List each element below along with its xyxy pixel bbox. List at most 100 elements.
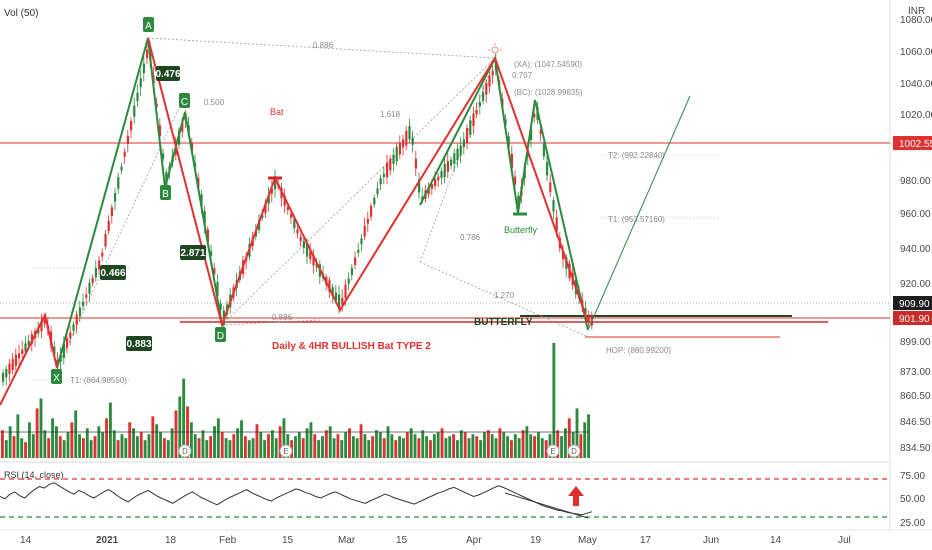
candle-body — [59, 355, 62, 362]
svg-text:T1: (953.57160): T1: (953.57160) — [608, 215, 665, 224]
svg-text:860.50: 860.50 — [900, 391, 931, 402]
candle-body — [306, 242, 309, 257]
volume-bar — [498, 428, 502, 458]
volume-bar — [452, 434, 456, 458]
volume-bar — [120, 434, 124, 458]
butterfly-big-label: BUTTERFLY — [474, 317, 533, 328]
candle-body — [405, 130, 408, 146]
volume-bar — [201, 430, 205, 458]
svg-text:15: 15 — [396, 535, 408, 546]
candle-body — [379, 178, 382, 185]
candle-body — [539, 129, 542, 135]
candle-body — [110, 207, 113, 216]
candle-body — [315, 263, 318, 268]
candle-body — [309, 250, 312, 260]
svg-text:1060.00: 1060.00 — [900, 47, 932, 58]
candle-body — [146, 49, 149, 59]
candle-body — [18, 353, 21, 359]
event-marker-4: D — [571, 447, 577, 456]
volume-bar — [66, 432, 70, 458]
candle-body — [408, 126, 411, 140]
candle-body — [117, 177, 120, 189]
volume-bar — [4, 440, 8, 458]
volume-bar — [402, 438, 405, 458]
volume-bar — [540, 438, 544, 458]
svg-text:Jun: Jun — [703, 535, 719, 546]
volume-bar — [213, 426, 216, 458]
candle-body — [360, 238, 363, 245]
candle-body — [283, 195, 286, 206]
svg-text:940.00: 940.00 — [900, 244, 931, 255]
candle-body — [296, 229, 299, 234]
candle-body — [440, 171, 443, 178]
volume-bar — [432, 434, 436, 458]
candle-body — [302, 241, 305, 248]
candle-body — [459, 145, 462, 156]
volume-bar — [413, 434, 417, 458]
volume-bar — [209, 436, 213, 458]
candle-body — [414, 158, 417, 169]
volume-bar — [54, 426, 58, 458]
volume-bar — [378, 432, 382, 458]
volume-bar — [486, 430, 490, 458]
volume-bar — [587, 414, 590, 458]
volume-bar — [112, 430, 116, 458]
volume-bar — [506, 436, 510, 458]
price-badge-909: 909.90 — [899, 299, 930, 310]
volume-bar — [166, 440, 170, 458]
svg-text:Jul: Jul — [838, 535, 851, 546]
candle-body — [446, 161, 449, 172]
volume-bar — [321, 436, 324, 458]
candle-body — [488, 75, 491, 87]
ratio-label-2871: 2.871 — [180, 248, 205, 259]
time-axis: 14 2021 18 Feb 15 Mar 15 Apr 19 May 17 J… — [20, 535, 851, 546]
price-badge-901: 901.90 — [899, 314, 930, 325]
candle-body — [514, 176, 517, 185]
svg-text:25.00: 25.00 — [900, 518, 925, 529]
candle-body — [114, 193, 117, 202]
svg-text:T1: (864.98550): T1: (864.98550) — [70, 376, 127, 385]
volume-bar — [31, 434, 35, 458]
volume-bar — [116, 440, 120, 458]
svg-text:May: May — [578, 535, 597, 546]
svg-text:18: 18 — [165, 535, 177, 546]
volume-bar — [62, 440, 66, 458]
candle-body — [162, 153, 165, 159]
candle-body — [350, 267, 353, 275]
volume-bar — [263, 440, 267, 458]
volume-bar — [459, 430, 463, 458]
volume-bar — [421, 430, 425, 458]
svg-text:0.786: 0.786 — [460, 233, 481, 242]
candle-body — [338, 294, 341, 310]
volume-bar — [386, 426, 390, 458]
volume-bar — [259, 432, 263, 458]
volume-bar — [74, 410, 78, 458]
candle-body — [104, 234, 107, 247]
volume-bar — [336, 434, 340, 458]
volume-bar — [552, 343, 556, 458]
candle-body — [101, 252, 104, 257]
candle-body — [510, 153, 513, 169]
svg-text:1.618: 1.618 — [380, 110, 401, 119]
candle-body — [398, 143, 401, 155]
volume-bar — [363, 434, 367, 458]
candle-body — [139, 78, 142, 88]
volume-bar — [236, 428, 240, 458]
volume-bar — [502, 432, 506, 458]
svg-text:1.270: 1.270 — [494, 291, 515, 300]
candle-body — [267, 195, 270, 204]
volume-bar — [124, 438, 128, 458]
point-label-c: C — [181, 97, 188, 108]
candle-body — [562, 250, 565, 260]
volume-bar — [228, 440, 232, 458]
candle-body — [517, 196, 520, 205]
volume-bar — [170, 428, 174, 458]
volume-bar — [282, 418, 286, 458]
candle-body — [354, 257, 357, 266]
ratio-badges: 0.476 2.871 0.466 0.883 — [100, 66, 206, 351]
candle-body — [376, 188, 379, 195]
svg-text:15: 15 — [282, 535, 294, 546]
volume-bar — [220, 432, 224, 458]
volume-bar — [51, 418, 54, 458]
volume-bar — [409, 428, 413, 458]
